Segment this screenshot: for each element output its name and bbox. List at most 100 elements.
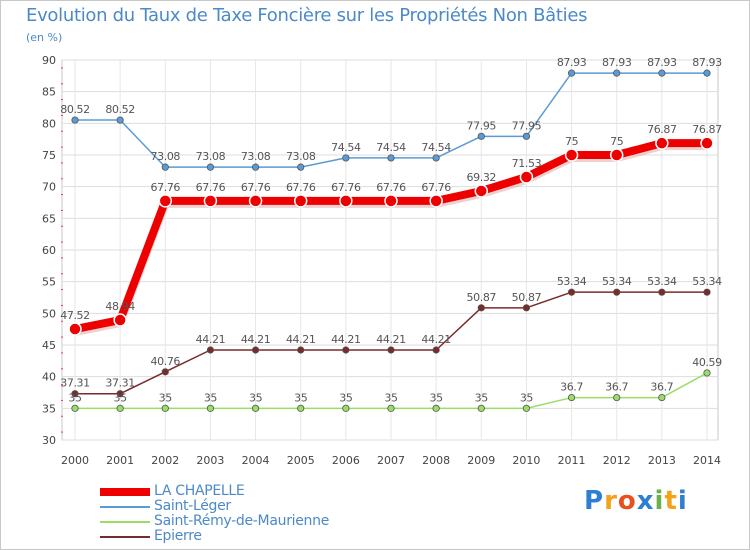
data-label-epierre: 53.34 [692, 275, 722, 288]
data-label-epierre: 44.21 [196, 333, 226, 346]
data-label-saint-leger: 74.54 [376, 141, 406, 154]
data-label-saint-remy-de-maurienne: 35 [520, 391, 534, 404]
data-label-saint-remy-de-maurienne: 35 [159, 391, 173, 404]
data-label-la-chapelle: 67.76 [421, 181, 451, 194]
data-label-la-chapelle: 67.76 [196, 181, 226, 194]
logo-letter: i [677, 486, 688, 516]
x-tick-label: 2005 [287, 454, 315, 467]
logo-letter: o [617, 486, 637, 516]
data-point-saint-leger [477, 132, 485, 140]
y-tick-label: 80 [42, 117, 56, 130]
x-tick-label: 2010 [512, 454, 540, 467]
data-point-saint-leger [567, 69, 576, 77]
data-label-saint-leger: 87.93 [647, 56, 677, 69]
data-label-epierre: 50.87 [512, 291, 542, 304]
data-label-saint-leger: 74.54 [421, 141, 451, 154]
data-label-saint-remy-de-maurienne: 35 [249, 391, 263, 404]
data-label-saint-leger: 74.54 [331, 141, 361, 154]
data-point-saint-leger [613, 69, 621, 77]
x-tick-label: 2012 [603, 454, 631, 467]
data-point-epierre [613, 288, 621, 296]
data-label-saint-remy-de-maurienne: 35 [204, 391, 218, 404]
data-point-la-chapelle [248, 194, 263, 208]
data-point-la-chapelle [384, 194, 398, 208]
data-point-la-chapelle [68, 322, 82, 336]
x-tick-label: 2014 [693, 454, 721, 467]
data-label-saint-remy-de-maurienne: 35 [68, 391, 82, 404]
logo-letter: P [584, 486, 605, 516]
data-label-saint-remy-de-maurienne: 35 [339, 391, 353, 404]
data-point-saint-remy-de-maurienne [567, 393, 576, 402]
data-label-saint-leger: 87.93 [602, 56, 632, 69]
y-tick-label: 45 [42, 339, 56, 352]
data-point-la-chapelle [158, 194, 173, 208]
data-point-saint-remy-de-maurienne [387, 404, 395, 412]
y-tick-label: 60 [42, 244, 56, 257]
data-label-saint-remy-de-maurienne: 35 [475, 391, 489, 404]
x-tick-label: 2009 [467, 454, 495, 467]
data-point-epierre [161, 368, 169, 376]
data-point-la-chapelle [203, 194, 218, 208]
data-label-saint-leger: 73.08 [241, 150, 271, 163]
data-point-epierre [567, 288, 576, 296]
x-tick-label: 2007 [377, 454, 405, 467]
data-point-saint-leger [206, 163, 215, 171]
x-tick-label: 2004 [242, 454, 270, 467]
data-point-epierre [477, 304, 485, 312]
legend-label: Saint-Léger [154, 498, 231, 514]
data-point-saint-remy-de-maurienne [342, 404, 350, 412]
data-label-saint-leger: 80.52 [60, 103, 90, 116]
data-point-epierre [297, 346, 305, 354]
series-group [68, 69, 714, 412]
data-label-la-chapelle: 67.76 [286, 181, 316, 194]
data-point-epierre [206, 346, 215, 354]
data-point-saint-remy-de-maurienne [477, 404, 485, 412]
y-tick-label: 65 [42, 212, 56, 225]
data-label-epierre: 37.31 [105, 377, 135, 390]
data-label-la-chapelle: 67.76 [376, 181, 406, 194]
data-label-saint-remy-de-maurienne: 35 [114, 391, 128, 404]
data-point-saint-remy-de-maurienne [206, 404, 215, 412]
data-label-epierre: 44.21 [376, 333, 406, 346]
legend-label: Saint-Rémy-de-Maurienne [154, 513, 330, 529]
x-tick-label: 2008 [422, 454, 450, 467]
data-label-epierre: 53.34 [557, 275, 587, 288]
y-tick-label: 30 [42, 434, 56, 447]
data-label-la-chapelle: 69.32 [467, 171, 497, 184]
data-label-la-chapelle: 67.76 [331, 181, 361, 194]
data-point-saint-leger [71, 116, 79, 124]
x-tick-label: 2011 [558, 454, 586, 467]
data-point-saint-remy-de-maurienne [658, 393, 666, 402]
x-tick-label: 2000 [61, 454, 89, 467]
data-point-la-chapelle [700, 136, 714, 150]
data-label-la-chapelle: 75 [610, 135, 624, 148]
data-point-saint-remy-de-maurienne [613, 393, 621, 402]
data-labels-group: 47.52 48.94 67.76 67.76 67.76 67.76 67.76 67.76… [60, 56, 722, 404]
data-point-epierre [432, 346, 440, 354]
data-point-la-chapelle [339, 194, 353, 208]
data-label-saint-remy-de-maurienne: 35 [430, 391, 444, 404]
data-point-epierre [251, 346, 260, 354]
data-label-la-chapelle: 75 [565, 135, 579, 148]
data-label-la-chapelle: 71.53 [512, 157, 542, 170]
data-point-saint-leger [522, 132, 531, 140]
legend-label: Epierre [154, 528, 202, 544]
data-point-la-chapelle [564, 148, 579, 162]
data-point-saint-remy-de-maurienne [161, 404, 169, 412]
data-point-saint-leger [161, 163, 169, 171]
data-point-saint-leger [703, 69, 711, 77]
data-point-saint-remy-de-maurienne [116, 404, 124, 412]
y-tick-label: 70 [42, 181, 56, 194]
data-label-epierre: 53.34 [602, 275, 632, 288]
data-label-epierre: 40.76 [151, 355, 181, 368]
legend-swatch-saint-remy [100, 521, 150, 523]
chart-title: Evolution du Taux de Taxe Foncière sur l… [26, 5, 588, 26]
data-label-la-chapelle: 76.87 [692, 123, 722, 136]
data-point-saint-leger [432, 154, 440, 162]
data-label-epierre: 44.21 [331, 333, 361, 346]
data-point-saint-remy-de-maurienne [71, 404, 79, 412]
y-tick-label: 90 [42, 54, 56, 67]
data-point-saint-leger [116, 116, 124, 124]
x-tick-label: 2001 [106, 454, 134, 467]
